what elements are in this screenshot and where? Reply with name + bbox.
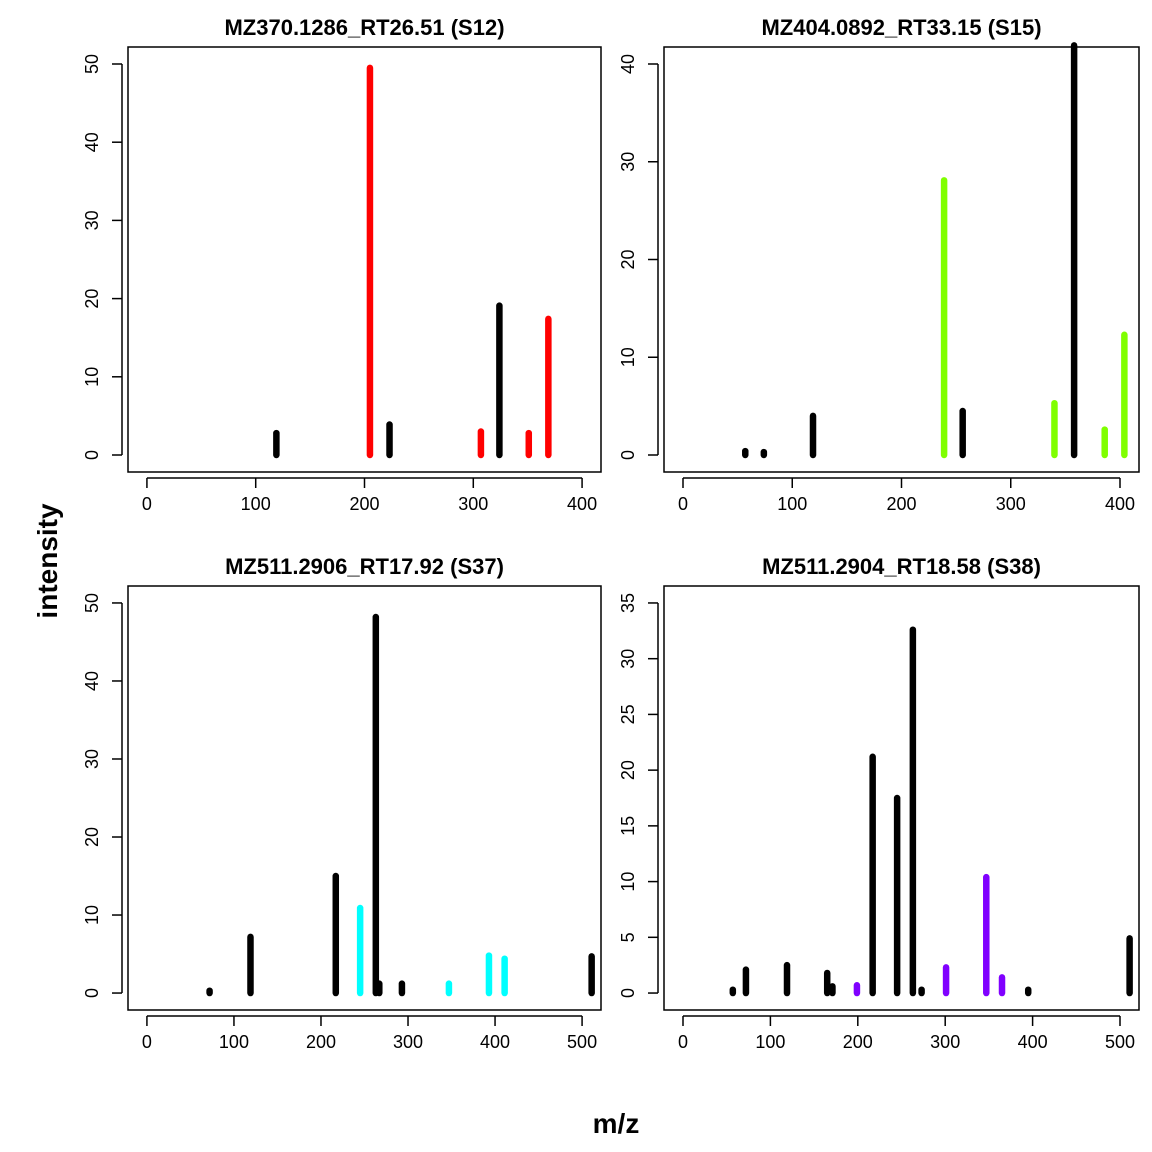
y-tick-label: 15 [618,816,638,836]
y-tick-label: 20 [618,249,638,269]
y-tick-label: 10 [618,347,638,367]
x-tick-label: 100 [241,494,271,514]
x-tick-label: 100 [755,1032,785,1052]
y-tick-label: 40 [618,54,638,74]
panel-title: MZ404.0892_RT33.15 (S15) [761,15,1041,40]
y-axis: 0 10 20 30 40 [618,54,659,460]
x-tick-label: 400 [1105,494,1135,514]
spectrum-panel-1: MZ370.1286_RT26.51 (S12) 0 100 200 300 400 0 10… [82,15,602,514]
x-tick-label: 200 [886,494,916,514]
x-tick-label: 200 [843,1032,873,1052]
y-tick-label: 40 [82,671,102,691]
x-tick-label: 0 [678,494,688,514]
plot-frame [663,585,1140,1011]
y-axis: 0 5 10 15 20 25 30 35 [618,593,659,998]
x-tick-label: 0 [142,494,152,514]
plot-frame [127,46,602,473]
y-tick-label: 20 [618,760,638,780]
x-tick-label: 400 [480,1032,510,1052]
x-tick-label: 0 [142,1032,152,1052]
plot-frame [663,46,1140,473]
y-tick-label: 10 [618,872,638,892]
x-tick-label: 400 [567,494,597,514]
y-tick-label: 5 [618,932,638,942]
spectrum-panel-2: MZ404.0892_RT33.15 (S15) 0 100 200 300 400 0 10… [618,15,1140,514]
y-tick-label: 40 [82,132,102,152]
y-axis: 0 10 20 30 40 50 [82,593,123,998]
panel-title: MZ511.2904_RT18.58 (S38) [762,554,1041,579]
x-axis: 0 100 200 300 400 500 [142,1015,597,1052]
x-axis: 0 100 200 300 400 [142,477,597,514]
x-axis: 0 100 200 300 400 500 [678,1015,1135,1052]
y-tick-label: 50 [82,593,102,613]
x-tick-label: 300 [393,1032,423,1052]
x-tick-label: 400 [1018,1032,1048,1052]
y-tick-label: 10 [82,367,102,387]
peaks [742,42,1128,459]
x-tick-label: 300 [930,1032,960,1052]
spectrum-panel-3: MZ511.2906_RT17.92 (S37)0 100 200 300 400 500… [82,554,602,1052]
y-tick-label: 35 [618,593,638,613]
y-tick-label: 20 [82,827,102,847]
x-axis-title: m/z [593,1108,640,1139]
y-tick-label: 0 [618,450,638,460]
x-tick-label: 200 [306,1032,336,1052]
y-axis: 0 10 20 30 40 50 [82,54,123,460]
x-tick-label: 500 [567,1032,597,1052]
x-tick-label: 100 [777,494,807,514]
peaks [729,626,1133,997]
y-tick-label: 30 [82,210,102,230]
x-tick-label: 100 [219,1032,249,1052]
x-tick-label: 200 [349,494,379,514]
y-tick-label: 0 [82,988,102,998]
x-tick-label: 0 [678,1032,688,1052]
y-tick-label: 0 [618,988,638,998]
y-tick-label: 10 [82,905,102,925]
y-tick-label: 0 [82,450,102,460]
y-tick-label: 30 [618,649,638,669]
plot-frame [127,585,602,1011]
y-axis-title: intensity [32,503,63,619]
y-tick-label: 50 [82,54,102,74]
panel-title: MZ370.1286_RT26.51 (S12) [224,15,504,40]
peaks [273,64,552,459]
spectrum-panel-4: MZ511.2904_RT18.58 (S38)0 100 200 300 400 500… [618,554,1140,1052]
panel-title: MZ511.2906_RT17.92 (S37) [225,554,504,579]
y-tick-label: 20 [82,289,102,309]
y-tick-label: 30 [618,152,638,172]
peaks [206,613,595,997]
x-tick-label: 300 [458,494,488,514]
x-tick-label: 300 [996,494,1026,514]
x-axis: 0 100 200 300 400 [678,477,1135,514]
y-tick-label: 30 [82,749,102,769]
y-tick-label: 25 [618,704,638,724]
x-tick-label: 500 [1105,1032,1135,1052]
